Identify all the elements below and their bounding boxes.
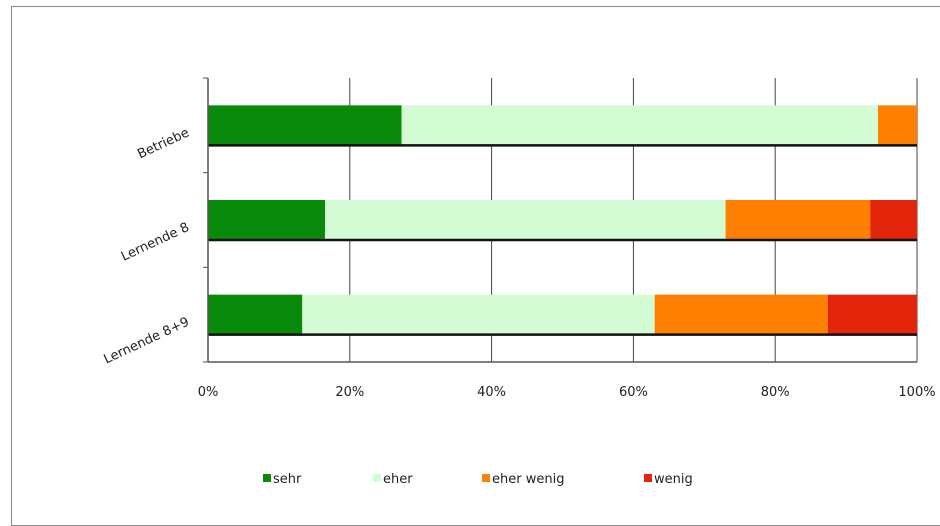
bar-lernende-8-eher — [324, 200, 726, 240]
bar-lernende-8-9-sehr — [208, 294, 303, 335]
x-tick-label: 0% — [198, 385, 219, 400]
bar-lernende-8-wenig — [870, 200, 917, 240]
legend-label: eher wenig — [492, 472, 564, 487]
bar-lernende-8-9-wenig — [827, 294, 917, 335]
legend-label: sehr — [273, 472, 302, 487]
bar-lernende-8-sehr — [208, 200, 325, 240]
category-label: Lernende 8+9 — [102, 315, 192, 368]
legend-label: eher — [383, 472, 413, 487]
legend: sehr eher eher wenig wenig — [263, 472, 693, 487]
x-tick-label: 100% — [898, 385, 935, 400]
bar-lernende-8-eher-wenig — [725, 200, 871, 240]
stacked-bar-chart: 0% 20% 40% 60% 80% 100% Betriebe Lernende 8 Ler… — [102, 77, 936, 487]
x-tick-label: 20% — [335, 385, 364, 400]
bar-lernende-8-9-eher-wenig — [654, 294, 828, 335]
legend-label: wenig — [654, 472, 693, 487]
axes — [203, 77, 917, 363]
x-tick-labels: 0% 20% 40% 60% 80% 100% — [198, 385, 936, 400]
bar-betriebe-sehr — [208, 105, 402, 146]
x-tick-label: 80% — [761, 385, 790, 400]
x-tick-label: 40% — [477, 385, 506, 400]
legend-swatch-eher-wenig — [482, 474, 490, 482]
bar-betriebe-eher-wenig — [878, 105, 917, 146]
category-labels: Betriebe Lernende 8 Lernende 8+9 — [102, 125, 192, 367]
x-tick-label: 60% — [619, 385, 648, 400]
bars — [208, 105, 917, 336]
category-label: Lernende 8 — [119, 220, 192, 265]
legend-swatch-wenig — [644, 474, 652, 482]
bar-lernende-8-9-eher — [302, 294, 655, 335]
legend-swatch-sehr — [263, 474, 271, 482]
bar-betriebe-eher — [401, 105, 879, 146]
legend-swatch-eher — [373, 474, 381, 482]
category-label: Betriebe — [135, 125, 191, 162]
